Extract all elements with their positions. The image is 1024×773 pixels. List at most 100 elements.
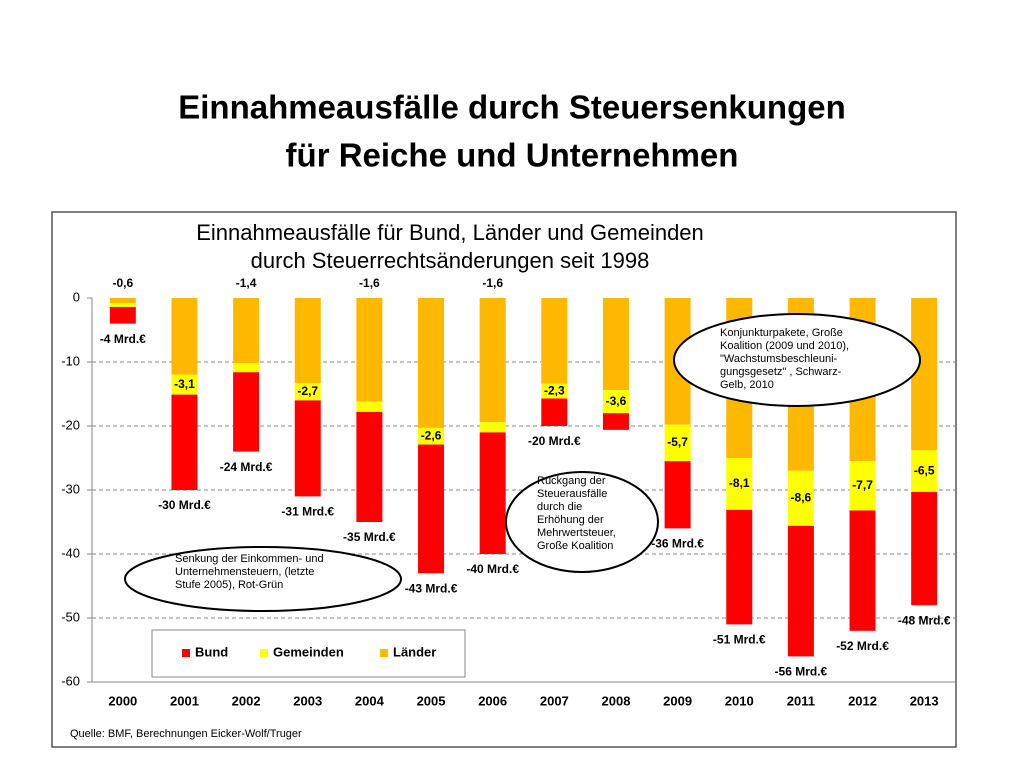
annotation-text: Große Koalition (537, 540, 613, 552)
annotation-text: Gelb, 2010 (720, 379, 774, 391)
x-tick-label: 2000 (108, 693, 137, 708)
bar-segment (418, 427, 445, 445)
data-label: -1,4 (236, 276, 257, 290)
x-tick-label: 2010 (725, 693, 754, 708)
bar-segment (418, 298, 445, 428)
chart-title: durch Steuerrechtsänderungen seit 1998 (251, 248, 650, 273)
bar-segment (109, 298, 136, 304)
annotation-text: durch die (537, 501, 582, 513)
data-label: -1,6 (359, 276, 380, 290)
bar-segment (787, 525, 814, 657)
y-tick-label: 0 (73, 289, 80, 304)
bar-segment (541, 298, 568, 384)
source: Quelle: BMF, Berechnungen Eicker-Wolf/Tr… (70, 728, 302, 740)
bar-segment (541, 383, 568, 399)
total-label: -51 Mrd.€ (713, 633, 766, 647)
bar-segment (233, 372, 260, 452)
bar-segment (109, 306, 136, 324)
data-label: -1,6 (482, 276, 503, 290)
annotation-text: Senkung der Einkommen- und (175, 553, 324, 565)
data-label: -3,1 (174, 377, 195, 391)
bar-segment (787, 470, 814, 526)
total-label: -35 Mrd.€ (343, 530, 396, 544)
annotation-text: gungsgesetz" , Schwarz- (720, 366, 842, 378)
annotation-text: "Wachstumsbeschleuni- (720, 353, 838, 365)
total-label: -30 Mrd.€ (158, 498, 211, 512)
x-tick-label: 2009 (663, 693, 692, 708)
data-label: -5,7 (667, 435, 688, 449)
legend-swatch (182, 649, 190, 657)
total-label: -43 Mrd.€ (405, 581, 458, 595)
annotation-ellipse (505, 471, 659, 573)
legend-box (151, 629, 466, 678)
annotation-text: Unternehmensteuern, (letzte (175, 566, 314, 578)
bar-segment (418, 444, 445, 574)
bar-segment (726, 458, 753, 510)
bar-segment (171, 374, 198, 395)
legend-swatch (380, 649, 388, 657)
total-label: -31 Mrd.€ (281, 505, 334, 519)
bar-segment (479, 298, 506, 423)
y-tick-label: -30 (61, 481, 80, 496)
bar-segment (356, 411, 383, 522)
total-label: -40 Mrd.€ (466, 562, 519, 576)
legend-label: Länder (393, 644, 436, 659)
y-tick-label: -50 (61, 609, 80, 624)
data-label: -0,6 (112, 276, 133, 290)
total-label: -48 Mrd.€ (898, 613, 951, 627)
total-label: -24 Mrd.€ (220, 460, 273, 474)
x-tick-label: 2007 (540, 693, 569, 708)
bar-segment (664, 461, 691, 529)
annotation-text: Steuerausfälle (537, 488, 607, 500)
data-label: -2,3 (544, 383, 565, 397)
data-label: -2,6 (421, 428, 442, 442)
bar-segment (602, 413, 629, 430)
bar-segment (479, 422, 506, 433)
y-tick-label: -60 (61, 673, 80, 688)
legend-swatch (260, 649, 268, 657)
legend-label: Bund (195, 644, 228, 659)
bar-segment (233, 363, 260, 373)
data-label: -3,6 (606, 394, 627, 408)
annotation-text: Konjunkturpakete, Große (720, 327, 843, 339)
data-label: -8,6 (791, 490, 812, 504)
bar-segment (171, 394, 198, 490)
x-tick-label: 2002 (232, 693, 261, 708)
bar-segment (171, 298, 198, 375)
annotation-text: Rückgang der (537, 475, 606, 487)
bar-segment (911, 491, 938, 606)
data-label: -6,5 (914, 463, 935, 477)
total-label: -56 Mrd.€ (775, 665, 828, 679)
data-label: -2,7 (297, 384, 318, 398)
bar-segment (479, 432, 506, 554)
x-tick-label: 2004 (355, 693, 385, 708)
x-tick-label: 2013 (910, 693, 939, 708)
x-tick-label: 2011 (787, 693, 815, 708)
slide-title: für Reiche und Unternehmen (286, 137, 739, 174)
bar-segment (911, 450, 938, 492)
legend-label: Gemeinden (273, 644, 344, 659)
bar-segment (109, 303, 136, 307)
bar-segment (726, 509, 753, 625)
bar-segment (602, 298, 629, 391)
total-label: -52 Mrd.€ (836, 639, 889, 653)
data-label: -7,7 (852, 478, 873, 492)
x-tick-label: 2006 (478, 693, 507, 708)
bar-segment (541, 398, 568, 426)
x-tick-label: 2005 (417, 693, 446, 708)
annotation-text: Erhöhung der (537, 514, 604, 526)
bar-segment (356, 298, 383, 402)
total-label: -20 Mrd.€ (528, 434, 581, 448)
x-tick-label: 2003 (293, 693, 322, 708)
annotation-ellipse (124, 546, 402, 612)
annotation-ellipse (673, 313, 921, 407)
x-tick-label: 2001 (170, 693, 199, 708)
y-tick-label: -20 (61, 417, 80, 432)
data-label: -8,1 (729, 476, 750, 490)
bar-segment (356, 401, 383, 412)
slide-title: Einnahmeausfälle durch Steuersenkungen (178, 89, 846, 126)
bar-segment (294, 383, 321, 401)
total-label: -4 Mrd.€ (100, 332, 146, 346)
x-tick-label: 2008 (602, 693, 631, 708)
